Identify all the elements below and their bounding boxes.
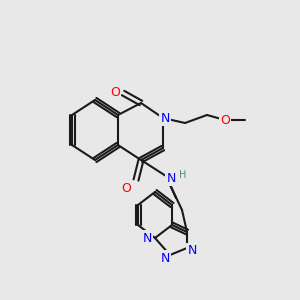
Text: N: N [166,172,176,184]
Text: O: O [110,86,120,100]
Text: O: O [220,115,230,128]
Text: N: N [160,251,170,265]
Text: N: N [142,232,152,244]
Text: N: N [160,112,170,124]
Text: N: N [187,244,197,257]
Text: H: H [179,170,187,180]
Text: O: O [121,182,131,194]
